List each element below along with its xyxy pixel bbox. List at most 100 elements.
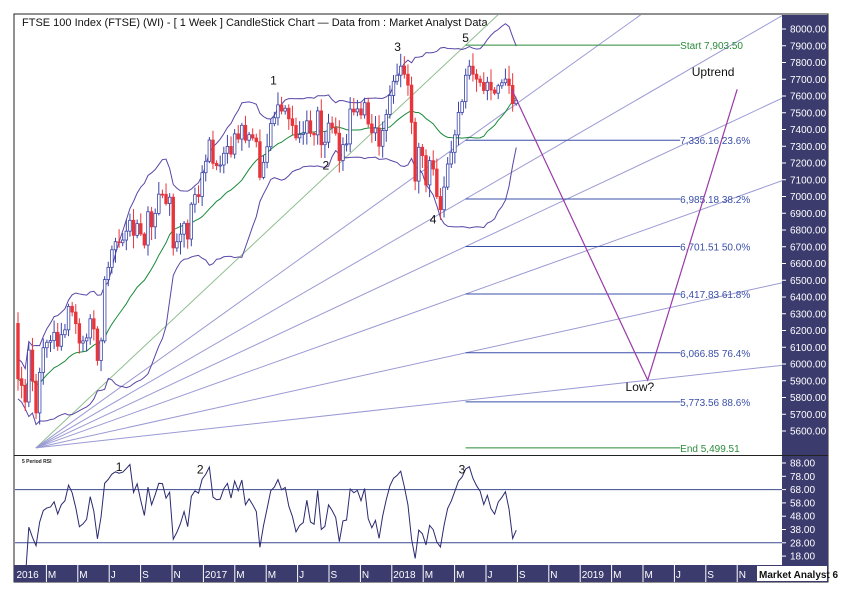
rsi-tick-label: 68.00	[790, 485, 815, 496]
candle-down	[334, 127, 338, 134]
candle-up	[427, 160, 432, 186]
fib-level-label: 6,066.85 76.4%	[680, 349, 750, 360]
candle-down	[254, 137, 258, 143]
candle-down	[482, 82, 486, 91]
rsi-annotations: 1 2 3	[116, 460, 466, 477]
fan-line	[35, 15, 642, 449]
wave-label: 5	[462, 31, 469, 45]
candle-down	[95, 328, 100, 361]
rsi-tick-label: 28.00	[790, 538, 815, 549]
price-axis-panel[interactable]	[782, 15, 828, 455]
candle-down	[30, 349, 35, 382]
rsi-line	[25, 463, 517, 565]
candle-down	[438, 196, 443, 211]
candle-down	[319, 110, 323, 146]
candle-down	[250, 134, 255, 139]
candle-up	[232, 133, 237, 155]
price-tick-label: 7500.00	[790, 108, 827, 119]
candle-down	[402, 65, 407, 75]
fib-level-label: 7,336.16 23.6%	[680, 136, 750, 147]
candle-up	[326, 122, 331, 143]
candle-up	[373, 127, 378, 134]
candle-up	[453, 134, 457, 153]
price-axis: 8000.00 7900.00 7800.00 7700.00 7600.00 7500.…	[782, 25, 827, 438]
time-tick-label: M	[236, 570, 244, 581]
candle-up	[27, 349, 31, 403]
price-tick-label: 7900.00	[790, 41, 827, 52]
candle-up	[102, 279, 107, 342]
candle-down	[243, 124, 248, 141]
candle-up	[496, 85, 500, 94]
time-tick-label: M	[268, 570, 276, 581]
candle-down	[214, 162, 219, 167]
wave-label: 4	[430, 212, 437, 226]
time-axis-panel[interactable]	[14, 565, 828, 582]
time-tick-label: S	[331, 570, 338, 581]
candle-up	[222, 152, 226, 166]
candle-down	[160, 193, 165, 196]
price-tick-label: 8000.00	[790, 25, 827, 36]
bollinger-lower	[17, 147, 517, 426]
wave-label: Uptrend	[692, 65, 735, 79]
candle-down	[409, 84, 414, 123]
candle-up	[121, 239, 125, 244]
candle-down	[424, 155, 428, 186]
rsi-wave-label: 1	[116, 460, 123, 474]
wave-label: 1	[270, 73, 277, 87]
candle-up	[362, 102, 367, 116]
candle-down	[142, 233, 147, 246]
candle-up	[442, 186, 446, 211]
price-tick-label: 6600.00	[790, 259, 827, 270]
candle-up	[48, 340, 53, 343]
candle-up	[265, 146, 269, 163]
candle-up	[315, 110, 320, 136]
price-tick-label: 7200.00	[790, 159, 827, 170]
candle-up	[464, 74, 468, 102]
candle-up	[99, 340, 103, 361]
candle-down	[413, 121, 417, 182]
rsi-tick-label: 58.00	[790, 498, 815, 509]
time-tick-label: S	[519, 570, 526, 581]
candle-up	[200, 172, 204, 197]
candle-up	[348, 108, 352, 145]
candle-up	[37, 371, 42, 414]
candle-up	[399, 65, 403, 76]
rsi-axis-panel[interactable]	[782, 456, 828, 565]
time-tick-label: N	[550, 570, 557, 581]
fib-level-label: 5,773.56 88.6%	[680, 398, 750, 409]
candle-down	[406, 73, 410, 86]
time-tick-label: J	[488, 570, 493, 581]
candle-up	[301, 132, 305, 135]
candle-up	[272, 117, 277, 125]
candle-up	[66, 305, 71, 331]
fib-level-label: 6,701.51 50.0%	[680, 242, 750, 253]
candle-up	[218, 164, 222, 167]
candle-down	[34, 380, 38, 414]
rsi-axis: 88.00 78.00 68.00 58.00 48.00 38.00 28.00 18.00	[782, 459, 815, 563]
candle-up	[417, 146, 421, 182]
wave-label: 2	[323, 159, 330, 173]
brand-box	[757, 566, 827, 581]
candle-down	[294, 125, 298, 139]
fan-line	[35, 364, 782, 449]
time-tick-label: M	[613, 570, 621, 581]
candle-down	[492, 89, 497, 94]
candle-up	[175, 241, 179, 249]
candle-up	[204, 160, 208, 174]
candle-down	[171, 196, 175, 249]
time-tick-label: J	[676, 570, 681, 581]
candle-up	[106, 266, 110, 280]
candle-down	[164, 193, 168, 204]
fib-level-label: Start 7,903.50	[680, 41, 743, 52]
time-tick-label: M	[456, 570, 464, 581]
price-tick-label: 6200.00	[790, 326, 827, 337]
candle-down	[431, 160, 435, 170]
price-tick-label: 6900.00	[790, 209, 827, 220]
candle-down	[56, 331, 60, 347]
candle-up	[88, 318, 92, 339]
candle-down	[279, 104, 284, 112]
candle-up	[503, 78, 508, 84]
candle-up	[124, 230, 129, 241]
candle-up	[485, 81, 490, 91]
candle-up	[247, 134, 251, 141]
